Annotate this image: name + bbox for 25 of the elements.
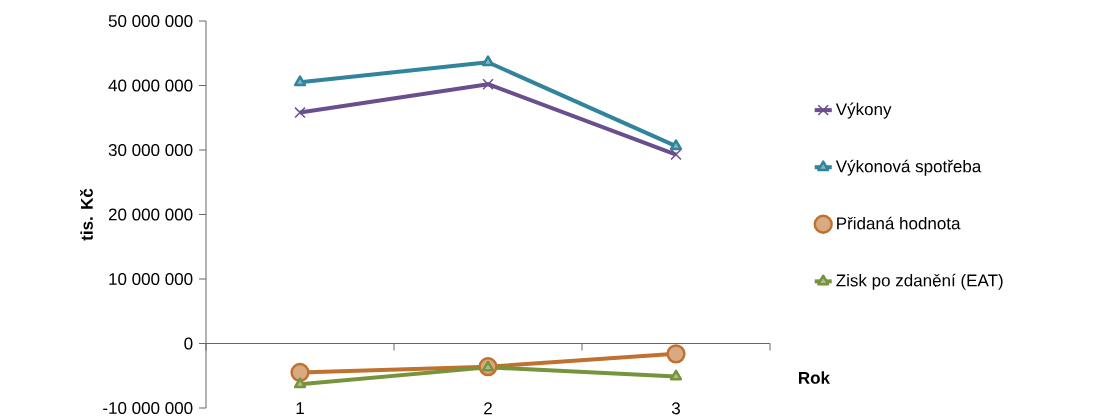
y-tick-label: 0 [184,337,193,350]
point [482,78,494,90]
point [290,362,310,383]
x-tick-label: 3 [671,402,680,415]
point [293,75,307,87]
y-tick-label: 50 000 000 [108,14,193,28]
x-axis-title: Rok [799,371,830,384]
point [666,344,686,364]
point [669,369,683,381]
point [669,139,683,151]
x-tick-label: 1 [296,402,304,415]
legend-label: Zisk po zdanění (EAT) [836,273,1003,290]
legend-label: Výkonová spotřeba [835,159,982,176]
point [481,55,495,67]
point [294,106,306,119]
legend-label: Přidaná hodnota [837,216,961,230]
x-tick-label: 2 [484,402,492,415]
y-tick-label: 10 000 000 [109,272,193,286]
y-tick-label: -10 000 000 [103,401,193,415]
y-axis-title: tis. Kč [80,188,93,241]
point [293,377,307,389]
y-tick-label: 20 000 000 [108,208,193,221]
legend-label: Výkony [835,102,892,119]
y-tick-label: 30 000 000 [108,143,193,157]
y-tick-label: 40 000 000 [108,79,193,92]
